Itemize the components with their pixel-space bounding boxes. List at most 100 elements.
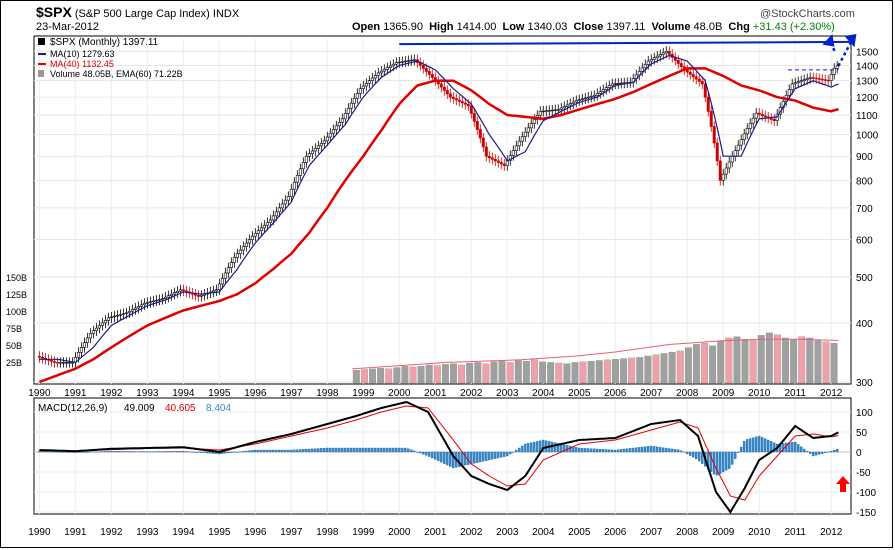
price-candle bbox=[313, 148, 317, 152]
price-candle bbox=[223, 272, 227, 279]
macd-histogram-bar bbox=[820, 451, 824, 454]
macd-histogram-bar bbox=[317, 448, 320, 453]
price-candle bbox=[280, 203, 284, 209]
macd-histogram-bar bbox=[392, 447, 395, 453]
macd-histogram-bar bbox=[149, 451, 152, 453]
macd-histogram-bar bbox=[191, 451, 194, 453]
price-candle bbox=[658, 54, 662, 57]
price-candle bbox=[370, 77, 374, 81]
price-candle bbox=[277, 207, 281, 213]
price-candle bbox=[37, 355, 41, 358]
price-candle bbox=[613, 83, 617, 85]
macd-histogram-bar bbox=[629, 448, 632, 453]
price-candle bbox=[694, 76, 698, 80]
price-candle bbox=[457, 99, 461, 102]
resistance-trendline bbox=[399, 40, 852, 46]
price-tick-label: 1200 bbox=[856, 93, 879, 104]
macd-histogram-bar bbox=[182, 451, 185, 453]
chg-label: Chg bbox=[728, 21, 750, 33]
volume-bar bbox=[765, 332, 773, 384]
macd-histogram-bar bbox=[179, 451, 182, 453]
volume-bar bbox=[482, 363, 490, 384]
price-candle bbox=[793, 82, 797, 85]
volume-bar bbox=[498, 360, 506, 384]
volume-bar bbox=[352, 369, 360, 384]
macd-histogram-bar bbox=[509, 451, 512, 455]
price-candle bbox=[304, 155, 308, 163]
macd-histogram-bar bbox=[323, 448, 326, 453]
macd-histogram-bar bbox=[407, 448, 410, 453]
price-tick-label: 500 bbox=[856, 273, 873, 284]
price-candle bbox=[538, 110, 542, 116]
volume-bar bbox=[514, 360, 522, 384]
macd-histogram-bar bbox=[667, 448, 671, 453]
year-label: 2000 bbox=[388, 527, 411, 538]
price-candle bbox=[382, 69, 386, 72]
macd-histogram-bar bbox=[281, 449, 284, 453]
price-candle bbox=[487, 155, 491, 159]
legend-price: $SPX (Monthly) 1397.11 bbox=[50, 37, 159, 48]
macd-histogram-bar bbox=[745, 439, 749, 453]
macd-histogram-bar bbox=[608, 449, 611, 453]
macd-histogram-bar bbox=[790, 442, 794, 453]
macd-histogram-bar bbox=[344, 447, 347, 453]
macd-histogram-bar bbox=[410, 449, 413, 453]
price-candle bbox=[247, 239, 251, 244]
macd-histogram-bar bbox=[65, 451, 68, 453]
macd-histogram-bar bbox=[383, 447, 386, 453]
price-candle bbox=[364, 83, 368, 87]
macd-histogram-bar bbox=[98, 451, 101, 453]
price-candle bbox=[697, 78, 701, 82]
price-candle bbox=[136, 306, 140, 309]
year-label: 1994 bbox=[172, 388, 195, 399]
price-candle bbox=[298, 168, 302, 176]
price-candle bbox=[343, 113, 347, 120]
price-candle bbox=[352, 97, 356, 104]
macd-histogram-bar bbox=[62, 451, 65, 453]
price-candle bbox=[772, 119, 776, 121]
volume-bar bbox=[709, 345, 717, 384]
open-label: Open bbox=[352, 21, 381, 33]
macd-histogram-bar bbox=[584, 448, 587, 453]
year-label: 1990 bbox=[28, 527, 51, 538]
volume-bar bbox=[490, 361, 498, 384]
price-candle bbox=[400, 61, 404, 63]
macd-histogram-bar bbox=[763, 438, 767, 453]
price-tick-label: 1500 bbox=[856, 47, 879, 58]
price-candle bbox=[514, 145, 518, 151]
price-candle bbox=[253, 233, 257, 237]
price-candle bbox=[301, 162, 305, 170]
price-candle bbox=[115, 315, 119, 317]
volume-ema-line bbox=[352, 338, 839, 370]
macd-histogram-bar bbox=[632, 447, 635, 453]
volume-bar bbox=[612, 359, 619, 384]
macd-histogram-bar bbox=[491, 451, 494, 460]
macd-histogram-bar bbox=[353, 447, 356, 453]
macd-histogram-bar bbox=[575, 447, 578, 453]
year-label: 1997 bbox=[280, 388, 303, 399]
volume-bar bbox=[644, 355, 652, 384]
year-label: 2006 bbox=[604, 388, 627, 399]
macd-histogram-bar bbox=[515, 449, 518, 453]
volume-tick-label: 50B bbox=[6, 341, 22, 351]
price-candle bbox=[508, 155, 512, 161]
macd-histogram-bar bbox=[359, 447, 362, 453]
price-candle bbox=[160, 298, 164, 300]
macd-histogram-bar bbox=[658, 447, 662, 453]
year-label: 1996 bbox=[244, 388, 267, 399]
macd-histogram-bar bbox=[620, 449, 623, 453]
price-candle bbox=[154, 299, 158, 302]
macd-histogram-bar bbox=[793, 441, 797, 453]
price-candle bbox=[700, 81, 704, 85]
price-candle bbox=[394, 62, 398, 65]
macd-histogram-bar bbox=[296, 449, 299, 453]
macd-histogram-bar bbox=[688, 451, 692, 456]
macd-hist-value: 8.404 bbox=[206, 403, 231, 414]
macd-histogram-bar bbox=[326, 447, 329, 453]
price-candle bbox=[427, 71, 431, 75]
volume-tick-label: 75B bbox=[6, 324, 22, 334]
price-candle bbox=[121, 313, 125, 315]
year-label: 2010 bbox=[748, 527, 771, 538]
price-candle bbox=[175, 290, 179, 293]
